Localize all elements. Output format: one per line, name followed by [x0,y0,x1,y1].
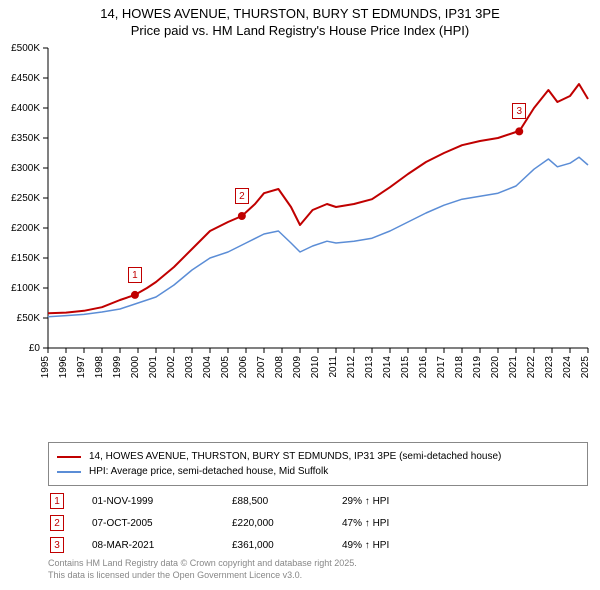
legend-row-property: 14, HOWES AVENUE, THURSTON, BURY ST EDMU… [57,449,579,464]
svg-text:£350K: £350K [11,133,40,144]
sale-row-3: 3 08-MAR-2021 £361,000 49% ↑ HPI [48,534,588,556]
svg-text:2012: 2012 [346,356,357,379]
svg-text:£100K: £100K [11,283,40,294]
sale-price-3: £361,000 [232,540,342,551]
svg-text:2008: 2008 [274,356,285,379]
sale-marker-1: 1 [128,267,142,283]
sale-pct-2: 47% ↑ HPI [342,518,492,529]
legend-label-property: 14, HOWES AVENUE, THURSTON, BURY ST EDMU… [89,451,501,462]
svg-text:2011: 2011 [328,356,339,378]
sale-pct-3: 49% ↑ HPI [342,540,492,551]
svg-text:2006: 2006 [238,356,249,379]
sale-row-2: 2 07-OCT-2005 £220,000 47% ↑ HPI [48,512,588,534]
svg-text:2001: 2001 [148,356,159,379]
svg-text:1997: 1997 [76,356,87,379]
svg-text:2005: 2005 [220,356,231,379]
title-line-2: Price paid vs. HM Land Registry's House … [0,23,600,40]
svg-text:2010: 2010 [310,356,321,379]
svg-text:2017: 2017 [436,356,447,379]
svg-text:£0: £0 [29,343,41,354]
sale-row-1: 1 01-NOV-1999 £88,500 29% ↑ HPI [48,490,588,512]
sale-price-1: £88,500 [232,496,342,507]
svg-text:£200K: £200K [11,223,40,234]
svg-text:£250K: £250K [11,193,40,204]
svg-text:2025: 2025 [580,356,591,379]
svg-text:2014: 2014 [382,356,393,379]
svg-text:£450K: £450K [11,73,40,84]
svg-text:2003: 2003 [184,356,195,379]
sales-table: 1 01-NOV-1999 £88,500 29% ↑ HPI 2 07-OCT… [48,490,588,556]
sale-badge-2: 2 [50,515,64,531]
svg-text:£50K: £50K [17,313,41,324]
sale-date-3: 08-MAR-2021 [92,540,232,551]
svg-text:2009: 2009 [292,356,303,379]
footer-text: Contains HM Land Registry data © Crown c… [48,558,357,581]
chart-container: 14, HOWES AVENUE, THURSTON, BURY ST EDMU… [0,0,600,590]
footer-line-1: Contains HM Land Registry data © Crown c… [48,558,357,570]
svg-text:2007: 2007 [256,356,267,379]
legend-swatch-red [57,456,81,458]
sale-date-1: 01-NOV-1999 [92,496,232,507]
svg-text:1999: 1999 [112,356,123,379]
title-line-1: 14, HOWES AVENUE, THURSTON, BURY ST EDMU… [0,6,600,23]
title-block: 14, HOWES AVENUE, THURSTON, BURY ST EDMU… [0,0,600,40]
legend-label-hpi: HPI: Average price, semi-detached house,… [89,466,328,477]
svg-text:1998: 1998 [94,356,105,379]
legend-box: 14, HOWES AVENUE, THURSTON, BURY ST EDMU… [48,442,588,486]
sale-marker-3: 3 [512,103,526,119]
svg-text:£300K: £300K [11,163,40,174]
svg-text:£500K: £500K [11,43,40,54]
sale-badge-1: 1 [50,493,64,509]
svg-text:2018: 2018 [454,356,465,379]
sale-price-2: £220,000 [232,518,342,529]
svg-text:2002: 2002 [166,356,177,379]
svg-text:2020: 2020 [490,356,501,379]
svg-text:1995: 1995 [40,356,51,379]
svg-text:2016: 2016 [418,356,429,379]
sale-pct-1: 29% ↑ HPI [342,496,492,507]
svg-text:2021: 2021 [508,356,519,379]
svg-text:2019: 2019 [472,356,483,379]
sale-date-2: 07-OCT-2005 [92,518,232,529]
footer-line-2: This data is licensed under the Open Gov… [48,570,357,582]
svg-text:2015: 2015 [400,356,411,379]
svg-text:2024: 2024 [562,356,573,379]
svg-text:2023: 2023 [544,356,555,379]
svg-text:2013: 2013 [364,356,375,379]
svg-text:1996: 1996 [58,356,69,379]
svg-text:2022: 2022 [526,356,537,379]
chart-svg: £0£50K£100K£150K£200K£250K£300K£350K£400… [48,48,588,396]
svg-text:£150K: £150K [11,253,40,264]
svg-text:2000: 2000 [130,356,141,379]
svg-text:2004: 2004 [202,356,213,379]
legend-swatch-blue [57,471,81,473]
chart-area: £0£50K£100K£150K£200K£250K£300K£350K£400… [48,48,588,396]
svg-text:£400K: £400K [11,103,40,114]
legend-row-hpi: HPI: Average price, semi-detached house,… [57,464,579,479]
sale-badge-3: 3 [50,537,64,553]
sale-marker-2: 2 [235,188,249,204]
